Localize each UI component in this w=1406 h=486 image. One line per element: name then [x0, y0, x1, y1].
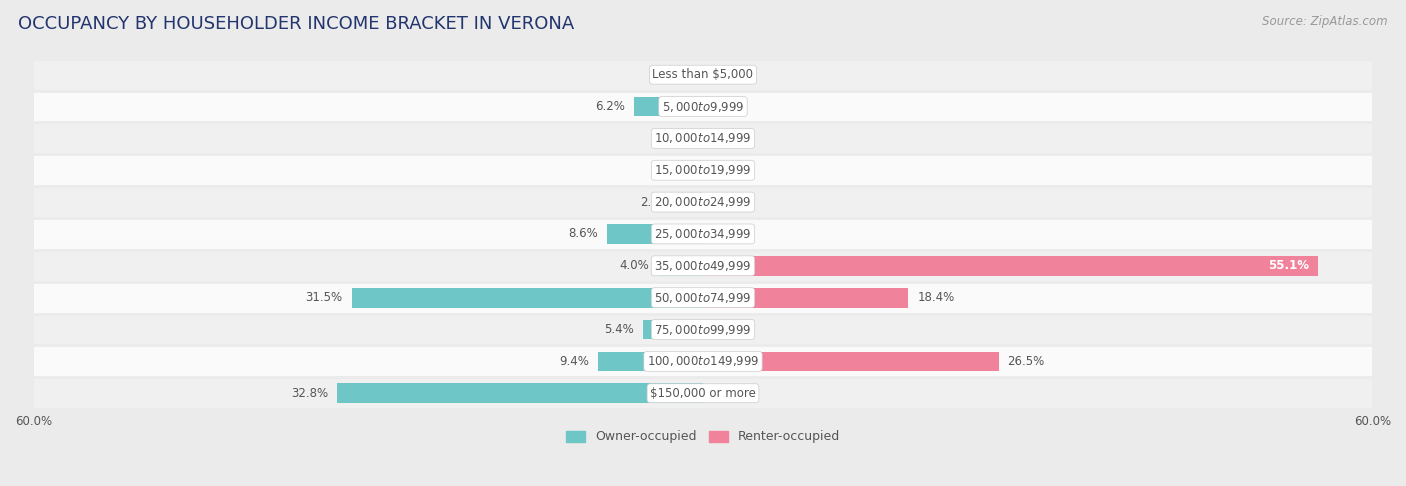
Bar [34, 155, 1372, 186]
Text: 0.0%: 0.0% [711, 227, 741, 241]
Text: $100,000 to $149,999: $100,000 to $149,999 [647, 354, 759, 368]
Text: $75,000 to $99,999: $75,000 to $99,999 [654, 323, 752, 336]
Bar [703, 288, 908, 308]
Text: $10,000 to $14,999: $10,000 to $14,999 [654, 131, 752, 145]
Bar [703, 351, 998, 371]
Bar [643, 320, 703, 339]
Text: 0.0%: 0.0% [665, 132, 695, 145]
Text: 32.8%: 32.8% [291, 387, 328, 399]
Text: 0.0%: 0.0% [711, 387, 741, 399]
Text: 0.0%: 0.0% [711, 195, 741, 208]
Text: $5,000 to $9,999: $5,000 to $9,999 [662, 100, 744, 114]
Bar [34, 90, 1372, 122]
Text: 18.4%: 18.4% [917, 291, 955, 304]
Text: 4.0%: 4.0% [620, 260, 650, 272]
Text: 0.0%: 0.0% [711, 132, 741, 145]
Text: 2.2%: 2.2% [640, 195, 669, 208]
Text: Source: ZipAtlas.com: Source: ZipAtlas.com [1263, 15, 1388, 28]
Bar [34, 313, 1372, 346]
Text: 8.6%: 8.6% [568, 227, 598, 241]
Text: $35,000 to $49,999: $35,000 to $49,999 [654, 259, 752, 273]
Bar [679, 192, 703, 212]
Text: 31.5%: 31.5% [305, 291, 343, 304]
Text: 9.4%: 9.4% [560, 355, 589, 368]
Bar [634, 97, 703, 117]
Text: 0.0%: 0.0% [711, 164, 741, 177]
Bar [607, 224, 703, 244]
Legend: Owner-occupied, Renter-occupied: Owner-occupied, Renter-occupied [561, 425, 845, 449]
Bar [598, 351, 703, 371]
Bar [34, 122, 1372, 155]
Bar [34, 250, 1372, 282]
Text: $15,000 to $19,999: $15,000 to $19,999 [654, 163, 752, 177]
Text: $20,000 to $24,999: $20,000 to $24,999 [654, 195, 752, 209]
Bar [34, 218, 1372, 250]
Bar [658, 256, 703, 276]
Text: 0.0%: 0.0% [665, 68, 695, 81]
Text: 0.0%: 0.0% [711, 323, 741, 336]
Bar [34, 282, 1372, 313]
Bar [34, 377, 1372, 409]
Text: 0.0%: 0.0% [711, 100, 741, 113]
Bar [337, 383, 703, 403]
Text: $25,000 to $34,999: $25,000 to $34,999 [654, 227, 752, 241]
Text: 0.0%: 0.0% [711, 68, 741, 81]
Text: $150,000 or more: $150,000 or more [650, 387, 756, 399]
Text: 5.4%: 5.4% [605, 323, 634, 336]
Text: 26.5%: 26.5% [1008, 355, 1045, 368]
Text: 55.1%: 55.1% [1268, 260, 1309, 272]
Bar [34, 186, 1372, 218]
Bar [34, 346, 1372, 377]
Text: 6.2%: 6.2% [595, 100, 624, 113]
Text: $50,000 to $74,999: $50,000 to $74,999 [654, 291, 752, 305]
Text: OCCUPANCY BY HOUSEHOLDER INCOME BRACKET IN VERONA: OCCUPANCY BY HOUSEHOLDER INCOME BRACKET … [18, 15, 575, 33]
Bar [703, 256, 1317, 276]
Text: Less than $5,000: Less than $5,000 [652, 68, 754, 81]
Bar [34, 59, 1372, 90]
Text: 0.0%: 0.0% [665, 164, 695, 177]
Bar [352, 288, 703, 308]
